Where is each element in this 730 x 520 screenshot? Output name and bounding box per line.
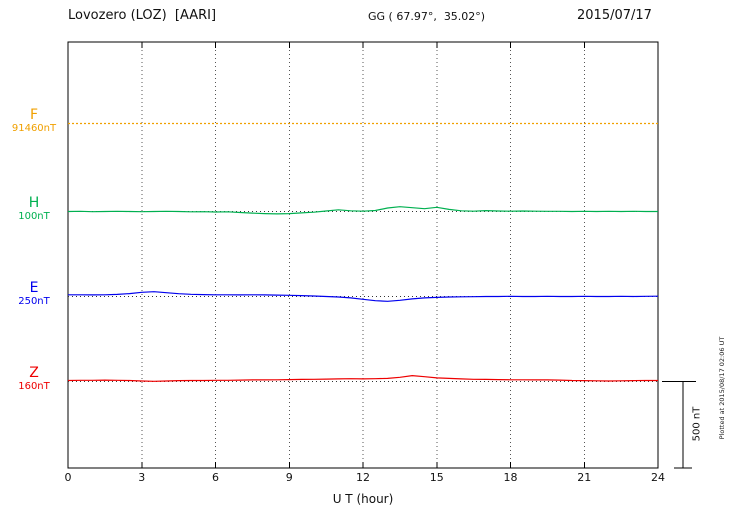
component-letter-Z: Z xyxy=(29,364,39,381)
component-letter-H: H xyxy=(28,194,40,211)
trace-E xyxy=(68,291,659,302)
trace-H xyxy=(67,206,658,215)
x-tick-label-6: 6 xyxy=(212,471,219,484)
station-title: Lovozero (LOZ) [AARI] xyxy=(68,8,217,23)
component-letter-F: F xyxy=(29,106,39,123)
component-label-F: F 91460nT xyxy=(4,107,64,135)
trace-Z xyxy=(67,374,658,382)
x-tick-label-21: 21 xyxy=(577,471,592,484)
plot-date: 2015/07/17 xyxy=(577,8,652,23)
component-letter-E: E xyxy=(29,279,39,296)
scale-bar-label: 500 nT xyxy=(691,406,703,442)
component-label-Z: Z 160nT xyxy=(4,365,64,393)
component-baseline-value-H: 100nT xyxy=(18,210,50,222)
x-tick-label-24: 24 xyxy=(651,471,665,484)
component-baseline-value-Z: 160nT xyxy=(18,380,50,392)
x-axis-label: U T (hour) xyxy=(332,492,394,506)
component-label-E: E 250nT xyxy=(4,280,64,308)
component-baseline-value-E: 250nT xyxy=(18,295,50,307)
x-tick-label-12: 12 xyxy=(356,471,370,484)
x-tick-label-15: 15 xyxy=(429,471,444,484)
component-baseline-value-F: 91460nT xyxy=(11,122,57,134)
x-tick-label-0: 0 xyxy=(64,471,72,484)
x-tick-label-9: 9 xyxy=(285,471,293,484)
component-label-H: H 100nT xyxy=(4,195,64,223)
x-tick-label-18: 18 xyxy=(503,471,518,484)
geographic-coords: GG ( 67.97°, 35.02°) xyxy=(368,10,486,23)
x-tick-label-3: 3 xyxy=(138,471,146,484)
plotted-at-note: Plotted at 2015/08/17 02:06 UT xyxy=(718,336,726,440)
